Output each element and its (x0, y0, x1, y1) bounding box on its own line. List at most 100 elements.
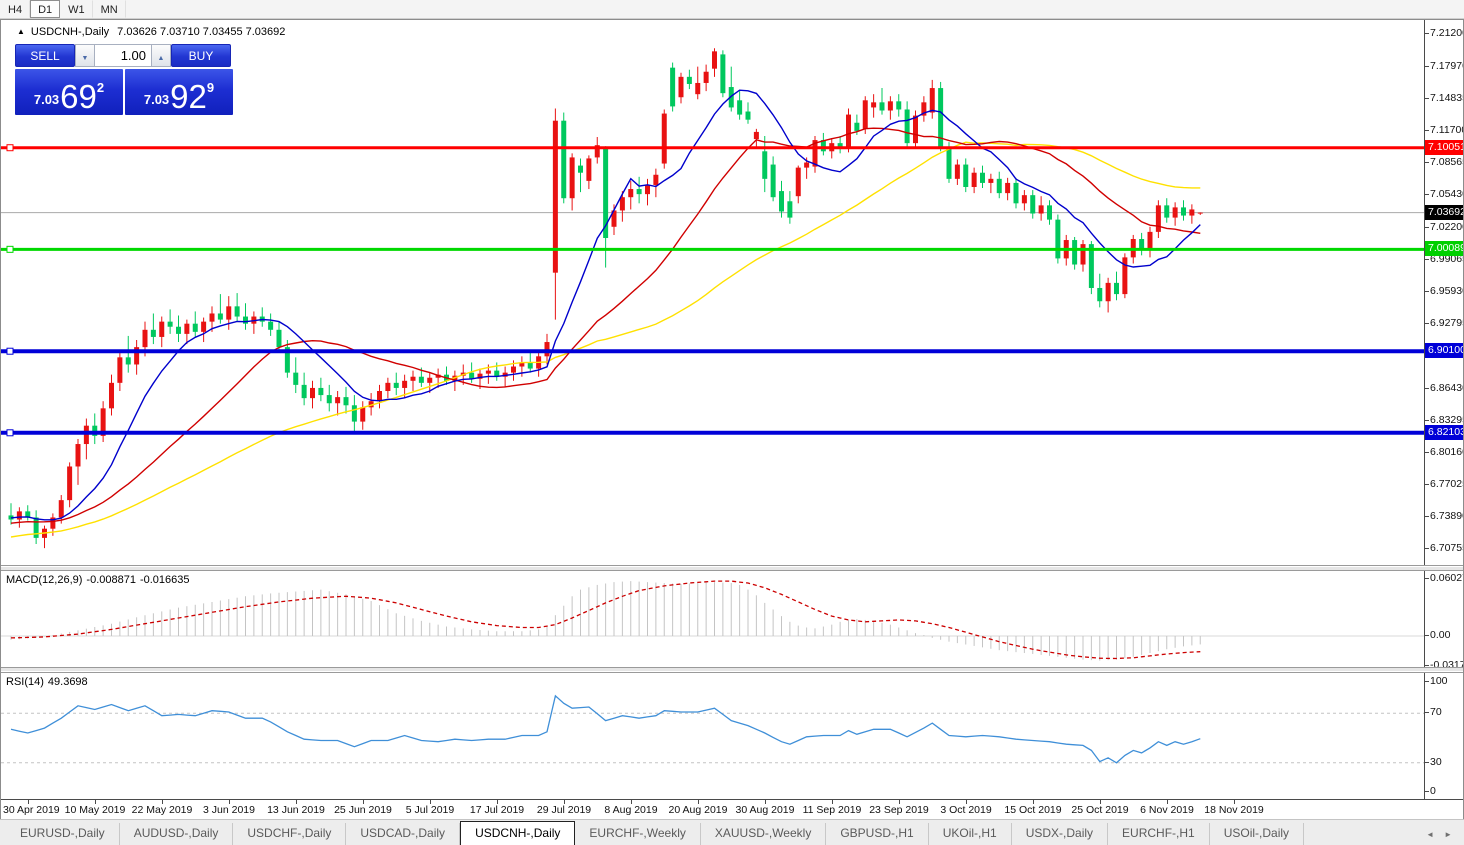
chart-tab-usdx-daily[interactable]: USDX-,Daily (1012, 823, 1109, 845)
chart-symbol-period: USDCNH-,Daily (30, 26, 110, 38)
time-axis-label: 23 Sep 2019 (869, 804, 929, 816)
pane-splitter[interactable] (1, 668, 1463, 671)
time-axis-label: 11 Sep 2019 (802, 804, 862, 816)
time-axis-label: 20 Aug 2019 (668, 804, 728, 816)
buy-price-big-digits: 92 (170, 78, 207, 115)
price-axis-label: 6.73890 (1425, 510, 1463, 522)
price-axis: 7.21200 7.17970 7.14835 7.11700 7.08565 7.054… (1424, 20, 1463, 565)
price-badge: 6.82103 (1425, 424, 1463, 440)
time-axis-tick (1167, 800, 1168, 804)
chart-tab-bar: EURUSD-,Daily AUDUSD-,Daily USDCHF-,Daily U… (0, 819, 1464, 845)
price-axis-label: 6.83295 (1425, 414, 1463, 426)
timeframe-button-mn[interactable]: MN (93, 0, 126, 18)
time-axis-tick (497, 800, 498, 804)
macd-signal-value: -0.016635 (139, 574, 190, 586)
timeframe-button-h4[interactable]: H4 (0, 0, 31, 18)
price-axis-label: 7.05430 (1425, 188, 1463, 200)
time-axis-label: 3 Jun 2019 (203, 804, 255, 816)
time-axis-tick (1100, 800, 1101, 804)
rsi-axis-label: 0 (1425, 785, 1436, 797)
price-axis-label: 6.70755 (1425, 542, 1463, 554)
rsi-axis-label: 30 (1425, 755, 1442, 768)
pane-splitter[interactable] (1, 567, 1463, 570)
time-axis-label: 25 Jun 2019 (334, 804, 392, 816)
rsi-axis: 100 70 30 0 (1424, 673, 1463, 799)
chart-tab-gbpusd-h1[interactable]: GBPUSD-,H1 (826, 823, 929, 845)
price-badge: 6.90100 (1425, 343, 1463, 359)
time-axis-tick (162, 800, 163, 804)
price-axis-label: 6.86430 (1425, 382, 1463, 394)
volume-decrease-button[interactable]: ▼ (75, 44, 95, 67)
time-axis-label: 22 May 2019 (131, 804, 193, 816)
sell-price-pip-digit: 2 (96, 80, 105, 95)
timeframe-toolbar: H4 D1 W1 MN (0, 0, 1464, 19)
chart-tab-eurchf-h1[interactable]: EURCHF-,H1 (1108, 823, 1210, 845)
buy-price-pip-digit: 9 (206, 80, 215, 95)
buy-button[interactable]: BUY (171, 44, 231, 67)
collapse-trade-panel-icon[interactable]: ▲ (17, 27, 25, 36)
time-axis-label: 30 Apr 2019 (3, 804, 60, 816)
rsi-chart-canvas[interactable] (1, 673, 1463, 799)
chart-tab-eurchf-weekly[interactable]: EURCHF-,Weekly (575, 823, 701, 845)
macd-axis-label: 0.00 (1424, 629, 1451, 641)
chart-tab-ukoil-h1[interactable]: UKOil-,H1 (929, 823, 1012, 845)
macd-pane[interactable]: 0.060273 0.00 -0.031725 MACD(12,26,9)-0.00… (1, 570, 1463, 668)
time-axis-label: 8 Aug 2019 (604, 804, 658, 816)
volume-increase-button[interactable]: ▲ (151, 44, 171, 67)
triangle-up-icon: ▲ (157, 55, 165, 62)
price-badge: 7.10051 (1425, 139, 1463, 155)
scroll-tabs-right-icon[interactable]: ► (1444, 830, 1452, 839)
time-axis-tick (899, 800, 900, 804)
time-axis-tick (832, 800, 833, 804)
time-axis-label: 17 Jul 2019 (469, 804, 525, 816)
chart-tab-eurusd-daily[interactable]: EURUSD-,Daily (6, 823, 120, 845)
time-axis-label: 29 Jul 2019 (536, 804, 592, 816)
buy-price-prefix: 7.03 (143, 92, 170, 107)
time-axis-tick (564, 800, 565, 804)
time-axis-tick (296, 800, 297, 804)
rsi-axis-label: 70 (1425, 706, 1442, 719)
chart-tab-usdcnh-daily[interactable]: USDCNH-,Daily (460, 821, 576, 845)
rsi-pane[interactable]: 100 70 30 0 RSI(14) 49.3698 (1, 672, 1463, 800)
rsi-label: RSI(14) 49.3698 (6, 676, 92, 688)
time-axis-label: 18 Nov 2019 (1204, 804, 1264, 816)
time-axis-tick (698, 800, 699, 804)
time-axis-tick (631, 800, 632, 804)
time-axis-tick (1234, 800, 1235, 804)
chart-tab-xauusd-weekly[interactable]: XAUUSD-,Weekly (701, 823, 827, 845)
chart-tab-usdcad-daily[interactable]: USDCAD-,Daily (346, 823, 461, 845)
price-axis-label: 6.77025 (1425, 478, 1463, 490)
rsi-value: 49.3698 (47, 676, 88, 688)
price-axis-label: 6.92795 (1425, 317, 1463, 329)
macd-axis-label: -0.031725 (1424, 659, 1463, 667)
time-axis-label: 15 Oct 2019 (1004, 804, 1062, 816)
sell-price-button[interactable]: 7.03 69 2 (15, 69, 123, 115)
time-axis-tick (229, 800, 230, 804)
timeframe-button-d1[interactable]: D1 (30, 0, 61, 18)
chart-tab-audusd-daily[interactable]: AUDUSD-,Daily (120, 823, 234, 845)
chart-tab-usdchf-daily[interactable]: USDCHF-,Daily (233, 823, 347, 845)
time-axis-label: 30 Aug 2019 (735, 804, 795, 816)
time-axis-label: 5 Jul 2019 (405, 804, 455, 816)
rsi-axis-label: 100 (1425, 675, 1448, 687)
buy-price-button[interactable]: 7.03 92 9 (125, 69, 233, 115)
time-axis: 30 Apr 2019 10 May 2019 22 May 2019 3 Jun 2… (1, 800, 1463, 820)
candlestick-chart-canvas[interactable] (1, 20, 1463, 565)
macd-chart-canvas[interactable] (1, 571, 1463, 667)
rsi-name: RSI(14) (6, 676, 44, 688)
price-axis-label: 7.08565 (1425, 156, 1463, 168)
scroll-tabs-left-icon[interactable]: ◄ (1426, 830, 1435, 839)
price-axis-label: 6.95930 (1425, 285, 1463, 297)
time-axis-label: 3 Oct 2019 (940, 804, 992, 816)
time-axis-tick (1033, 800, 1034, 804)
time-axis-label: 10 May 2019 (64, 804, 126, 816)
timeframe-button-w1[interactable]: W1 (60, 0, 93, 18)
macd-axis: 0.060273 0.00 -0.031725 (1424, 571, 1463, 667)
price-axis-label: 7.17970 (1425, 60, 1463, 72)
price-axis-label: 7.02200 (1425, 221, 1463, 233)
price-pane[interactable]: 7.21200 7.17970 7.14835 7.11700 7.08565 7.054… (1, 20, 1463, 566)
volume-input[interactable] (95, 44, 151, 67)
sell-button[interactable]: SELL (15, 44, 75, 67)
chart-tab-usoil-daily[interactable]: USOil-,Daily (1210, 823, 1305, 845)
